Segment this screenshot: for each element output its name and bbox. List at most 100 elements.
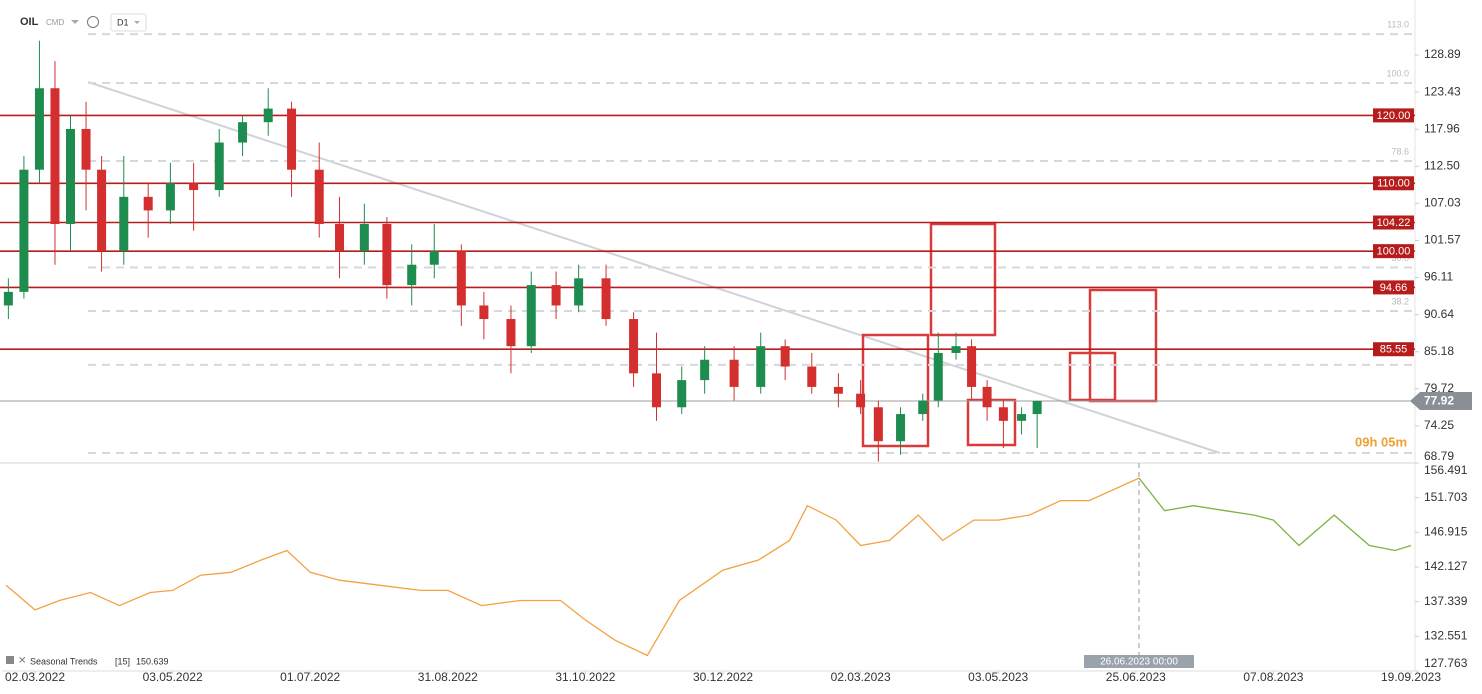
candle-body — [165, 183, 175, 211]
market[interactable]: CMD — [46, 18, 64, 27]
candle-body — [700, 359, 710, 381]
x-tick-label: 19.09.2023 — [1381, 670, 1441, 684]
y-tick-label: 107.03 — [1424, 196, 1461, 210]
candle-body — [918, 400, 928, 415]
candle-body — [407, 264, 417, 286]
crosshair-label: 26.06.2023 00:00 — [1100, 657, 1178, 668]
y-tick-label: 85.18 — [1424, 344, 1454, 358]
zone-box — [929, 222, 997, 337]
candle-body — [143, 196, 153, 211]
candle-body — [314, 169, 324, 224]
candle-body — [238, 122, 248, 143]
candle-body — [896, 414, 906, 442]
x-tick-label: 02.03.2023 — [831, 670, 891, 684]
level-label: 110.00 — [1377, 178, 1410, 190]
fib-label: 78.6 — [1391, 146, 1409, 156]
candle-body — [998, 407, 1008, 421]
x-tick-label: 01.07.2022 — [280, 670, 340, 684]
dropdown-caret — [134, 21, 140, 24]
y-tick-label: 132.551 — [1424, 629, 1468, 643]
level-badge — [1373, 176, 1414, 191]
x-tick-label: 30.12.2022 — [693, 670, 753, 684]
candle-body — [119, 196, 129, 252]
candle-body — [574, 278, 584, 306]
seasonal-line — [1138, 477, 1412, 552]
candle-body — [856, 393, 866, 408]
info-icon[interactable] — [87, 16, 99, 28]
candle-body — [833, 386, 843, 394]
candle-body — [873, 407, 883, 442]
x-tick-label: 31.08.2022 — [418, 670, 478, 684]
y-tick-label: 96.11 — [1424, 270, 1453, 284]
seasonal-line — [5, 477, 1140, 657]
candle-body — [967, 346, 977, 387]
y-tick-label: 112.50 — [1424, 158, 1460, 172]
candle-body — [19, 169, 29, 292]
y-tick-label: 137.339 — [1424, 594, 1468, 608]
legend-name: Seasonal Trends — [30, 656, 98, 666]
header: OIL CMD D1 — [20, 13, 147, 32]
candle-body — [189, 183, 199, 191]
candle-body — [807, 366, 817, 387]
symbol: OIL — [20, 16, 39, 28]
candle-body — [729, 359, 739, 387]
candle-body — [263, 108, 273, 123]
candle-body — [335, 223, 345, 252]
candle-body — [429, 251, 439, 265]
x-tick-label: 25.06.2023 — [1106, 670, 1166, 684]
candle-body — [81, 128, 91, 170]
fib-label: 38.2 — [1391, 296, 1409, 306]
candle-body — [551, 285, 561, 306]
dropdown-caret[interactable] — [71, 20, 79, 24]
x-tick-label: 02.03.2022 — [5, 670, 65, 684]
candle-body — [34, 88, 44, 170]
y-tick-label: 151.703 — [1424, 490, 1468, 504]
x-tick-label: 03.05.2022 — [143, 670, 203, 684]
candle-body — [382, 223, 392, 286]
level-label: 94.66 — [1380, 282, 1408, 294]
x-tick-label: 03.05.2023 — [968, 670, 1028, 684]
candle-body — [359, 223, 369, 252]
y-tick-label: 123.43 — [1424, 84, 1461, 98]
x-tick-label: 07.08.2023 — [1243, 670, 1303, 684]
candle-body — [506, 319, 516, 347]
candle-body — [66, 128, 76, 224]
candle-body — [780, 346, 790, 367]
interval[interactable]: D1 — [117, 17, 129, 27]
candle-body — [951, 346, 961, 353]
y-tick-label: 117.96 — [1424, 121, 1460, 135]
level-badge — [1373, 215, 1414, 230]
y-tick-label: 128.89 — [1424, 47, 1461, 61]
y-tick-label: 74.25 — [1424, 418, 1454, 432]
level-label: 100.00 — [1377, 246, 1411, 258]
candle-body — [479, 305, 489, 320]
y-tick-label: 68.79 — [1424, 449, 1454, 463]
legend-close[interactable]: ✕ — [18, 656, 26, 667]
crosshair-badge — [1084, 655, 1194, 668]
legend: ✕ Seasonal Trends [15] 150.639 — [6, 656, 169, 667]
last-price-badge — [1410, 392, 1472, 411]
candle-body — [3, 291, 13, 306]
candle-body — [214, 142, 224, 191]
y-tick-label: 101.57 — [1424, 233, 1461, 247]
level-badge — [1373, 342, 1414, 357]
candle-body — [50, 88, 60, 224]
y-tick-label: 142.127 — [1424, 559, 1468, 573]
level-label: 104.22 — [1377, 217, 1411, 229]
level-label: 85.55 — [1380, 344, 1408, 356]
level-badge — [1373, 244, 1414, 259]
y-tick-label: 79.72 — [1424, 381, 1454, 395]
legend-period: [15] — [115, 656, 130, 666]
y-tick-label: 156.491 — [1424, 463, 1468, 477]
x-tick-label: 31.10.2022 — [555, 670, 615, 684]
candle-body — [601, 278, 611, 320]
fib-label: 100.0 — [1386, 68, 1409, 78]
y-tick-label: 90.64 — [1424, 307, 1454, 321]
interval-box[interactable] — [110, 13, 147, 32]
level-label: 120.00 — [1377, 110, 1411, 122]
legend-icon[interactable] — [6, 656, 14, 664]
candle-body — [629, 319, 639, 374]
